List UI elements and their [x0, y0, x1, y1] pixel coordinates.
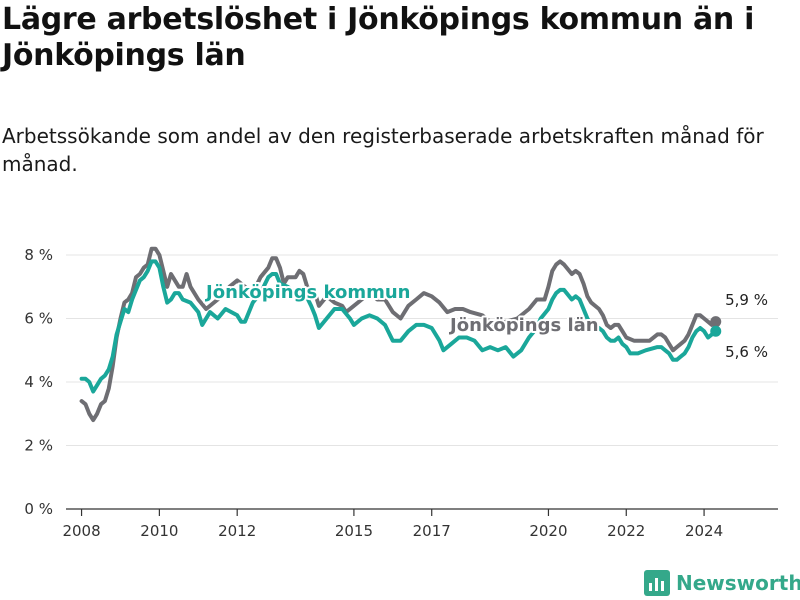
series-label-kommun: Jönköpings kommun	[204, 282, 410, 303]
end-label-lan: 5,9 %	[725, 291, 768, 309]
chart-subtitle: Arbetssökande som andel av den registerb…	[2, 124, 764, 176]
x-tick-label: 2024	[685, 522, 723, 540]
end-point-lan	[710, 316, 722, 328]
x-tick-label: 2022	[607, 522, 645, 540]
y-axis-labels: 0 % 2 % 4 % 6 % 8 %	[24, 246, 53, 518]
gridlines	[66, 254, 778, 446]
series-line-lan	[79, 246, 718, 423]
series-label-lan: Jönköpings län	[448, 315, 599, 336]
end-label-kommun: 5,6 %	[725, 343, 768, 361]
y-tick-label: 6 %	[24, 310, 53, 328]
x-axis-ticks: 2008 2010 2012 2015 2017 2020 2022 2024	[62, 509, 723, 540]
y-tick-label: 0 %	[24, 500, 53, 518]
y-tick-label: 2 %	[24, 437, 53, 455]
x-tick-label: 2008	[62, 522, 100, 540]
y-tick-label: 8 %	[24, 246, 53, 264]
x-tick-label: 2017	[413, 522, 451, 540]
x-tick-label: 2015	[335, 522, 373, 540]
x-tick-label: 2012	[218, 522, 256, 540]
series-lines	[79, 246, 718, 423]
chart-title: Lägre arbetslöshet i Jönköpings kommun ä…	[2, 2, 755, 73]
x-tick-label: 2010	[140, 522, 178, 540]
x-tick-label: 2020	[529, 522, 567, 540]
newsworthy-logo-icon	[644, 570, 670, 596]
end-point-kommun	[710, 325, 722, 337]
series-line-kommun	[79, 259, 718, 394]
newsworthy-logo: Newsworthy	[644, 568, 800, 598]
brand-name: Newsworthy	[676, 571, 800, 595]
y-tick-label: 4 %	[24, 373, 53, 391]
series-endpoints	[710, 316, 722, 337]
